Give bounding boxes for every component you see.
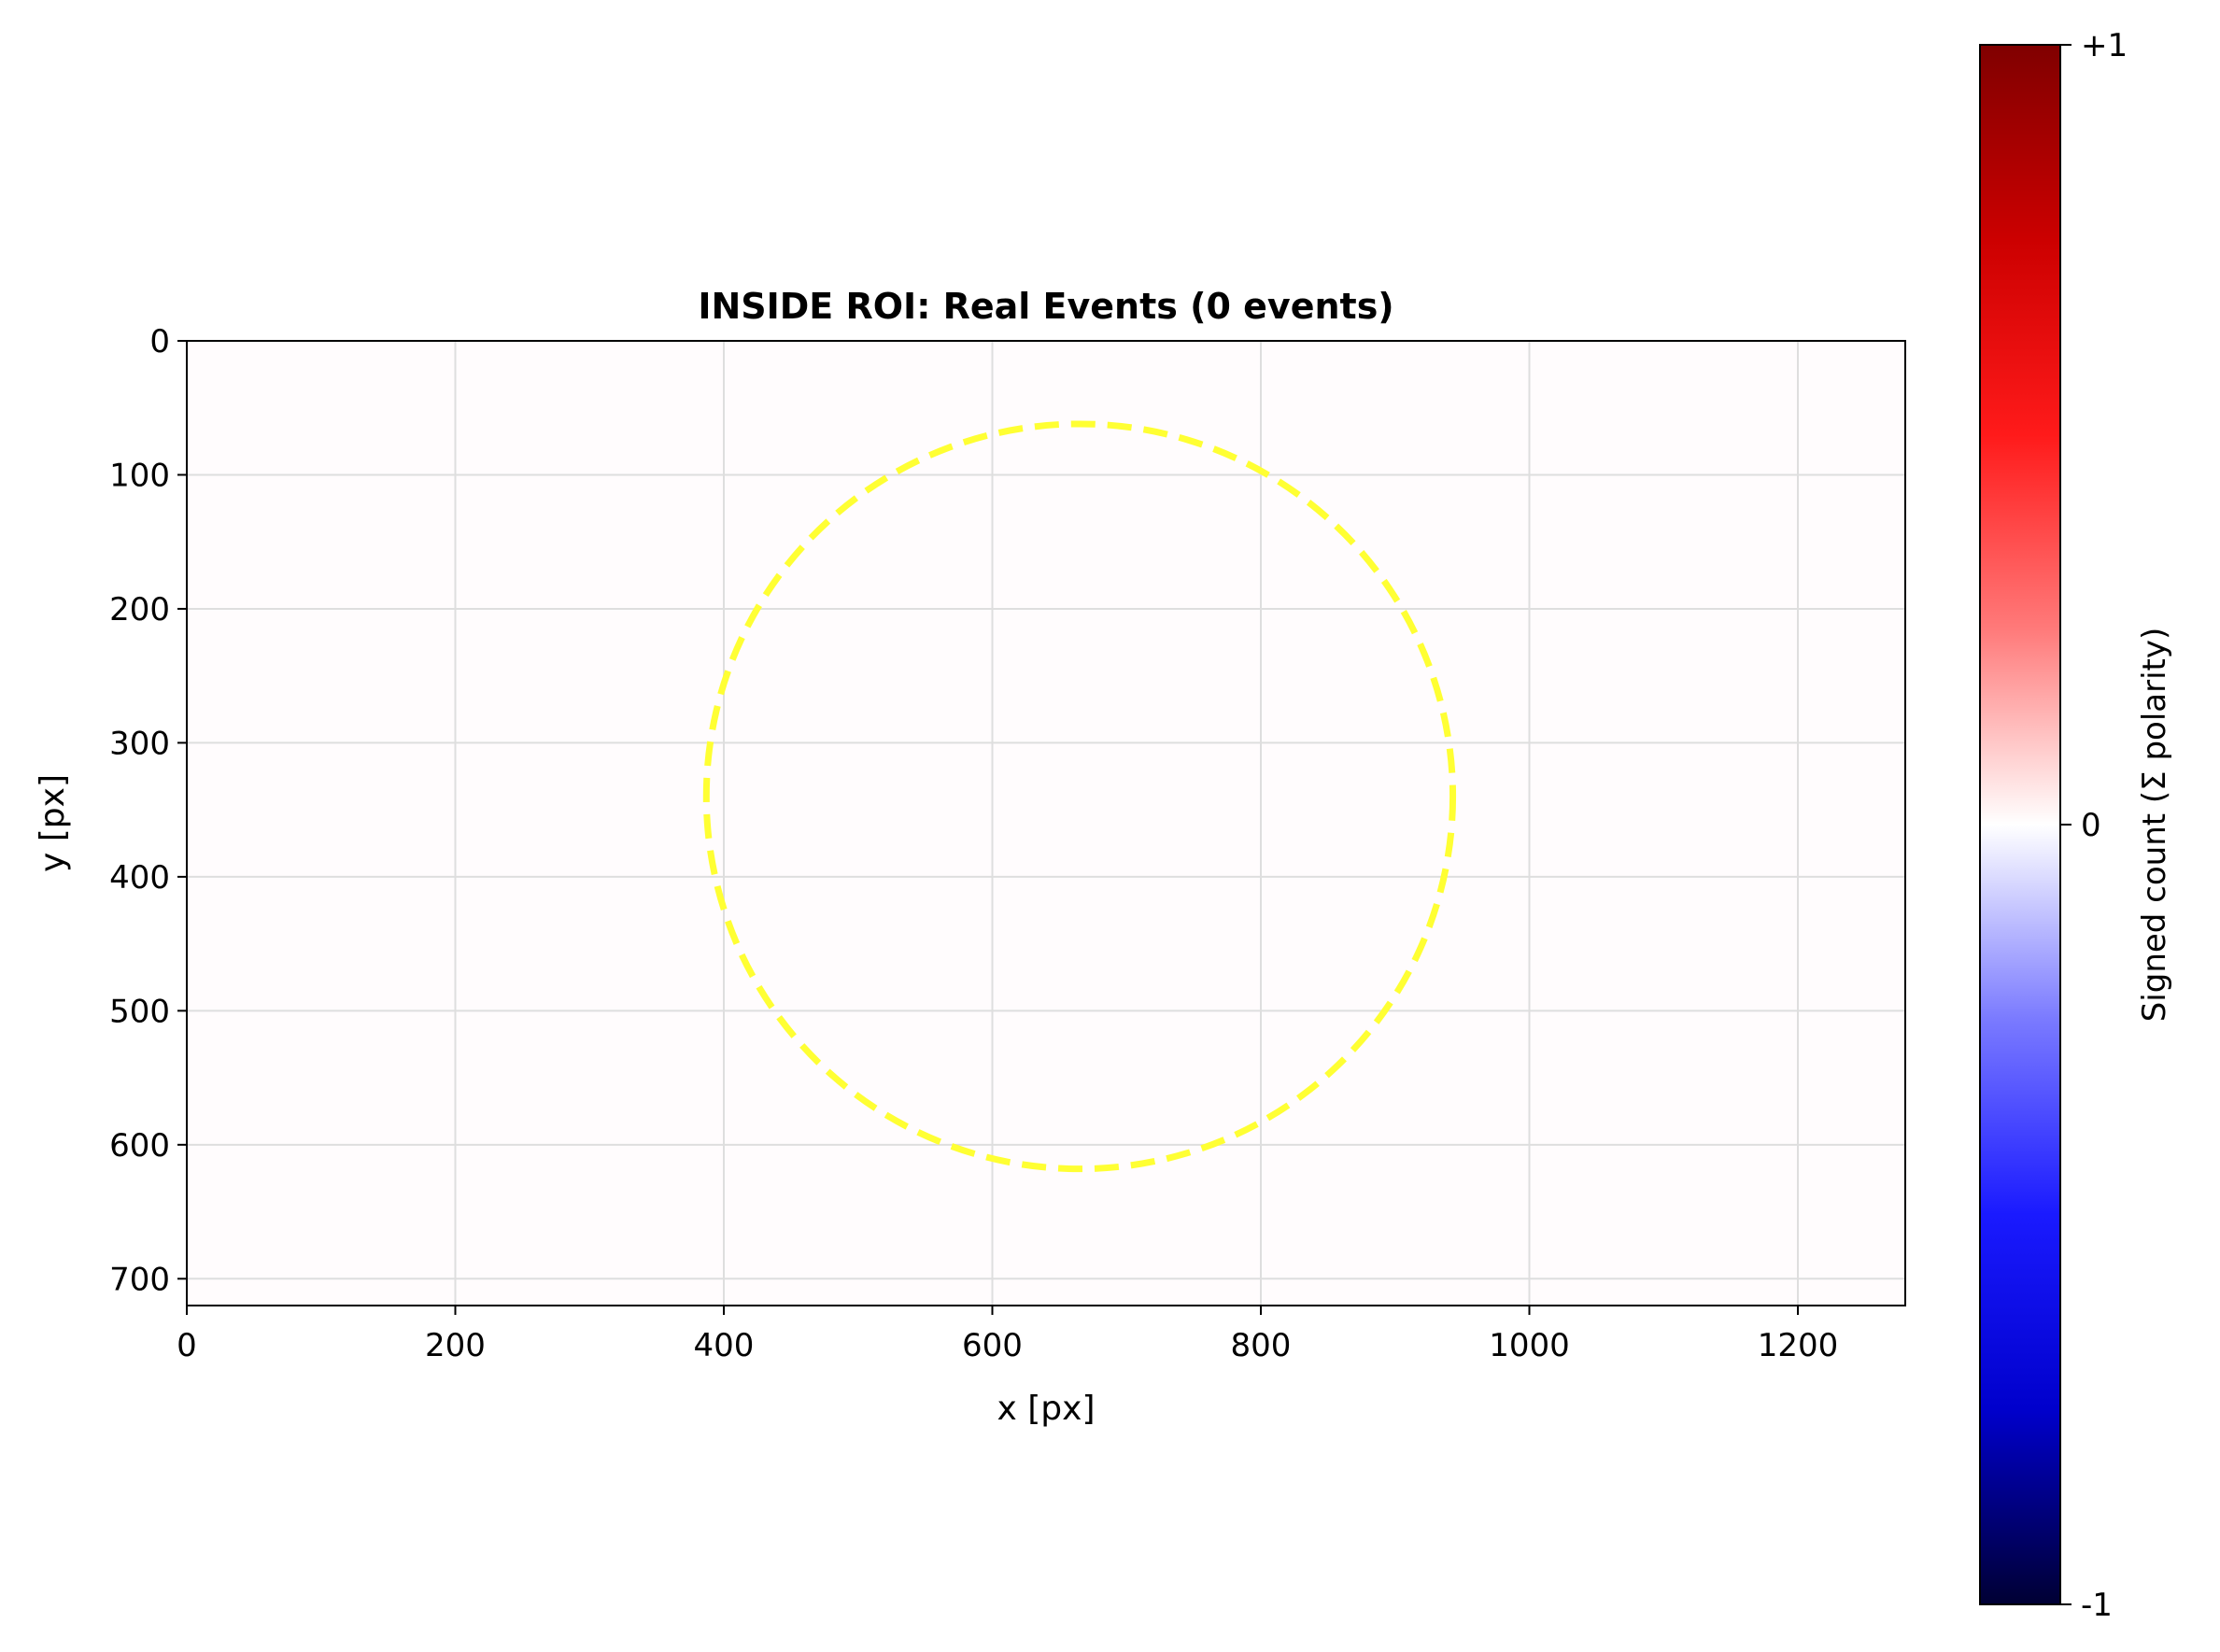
x-tick-label: 1200 [1758,1327,1839,1364]
x-tick-label: 800 [1231,1327,1292,1364]
roi-circle [702,420,1457,1173]
x-tick-label: 600 [962,1327,1023,1364]
colorbar-tick-label: +1 [2081,27,2128,64]
y-axis-label: y [px] [34,774,72,872]
colorbar-label: Signed count (Σ polarity) [2136,628,2173,1023]
y-tick-label: 0 [149,323,170,360]
y-tick-label: 400 [109,859,170,897]
y-tick-label: 200 [109,591,170,628]
y-tick-label: 100 [109,457,170,494]
y-tick-label: 500 [109,993,170,1030]
y-tick-label: 300 [109,725,170,762]
x-tick-label: 200 [425,1327,486,1364]
x-tick-label: 0 [177,1327,197,1364]
colorbar-tick-label: 0 [2081,807,2101,844]
y-tick-label: 600 [109,1127,170,1165]
colorbar-ticks: +1 0 -1 [2060,27,2128,1624]
x-tick-label: 400 [694,1327,755,1364]
x-tick-label: 1000 [1489,1327,1570,1364]
y-tick-label: 700 [109,1261,170,1298]
chart-title: INSIDE ROI: Real Events (0 events) [698,286,1393,327]
x-axis-ticks: 0 200 400 600 800 1000 1200 [177,1306,1838,1364]
colorbar [1979,44,2061,1605]
x-axis-label: x [px] [997,1390,1096,1428]
colorbar-tick-label: -1 [2081,1587,2113,1624]
plot-frame [186,340,1906,1306]
plot-area [187,341,1905,1306]
y-axis-ticks: 0 100 200 300 400 500 600 700 [109,323,187,1298]
grid-lines [186,340,1905,1306]
